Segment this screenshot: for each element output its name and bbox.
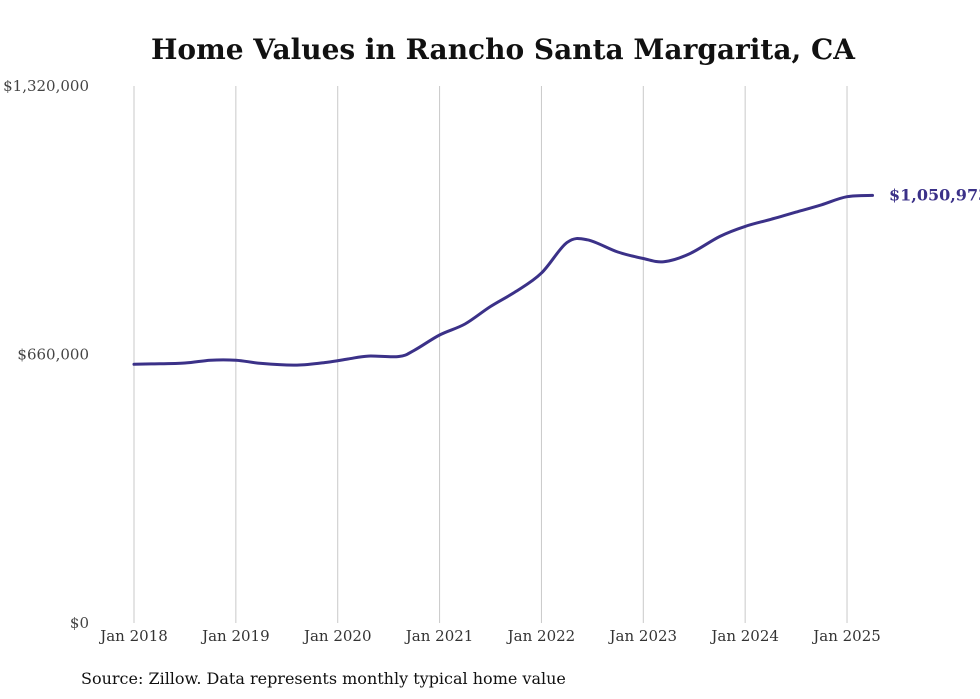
x-tick-label-2020: Jan 2020 (302, 627, 372, 645)
gridlines (133, 86, 848, 623)
x-tick-label-2018: Jan 2018 (98, 627, 168, 645)
end-value-label: $1,050,973 (889, 185, 980, 204)
series-line-home-value (132, 193, 874, 367)
y-axis-ticks: $1,320,000 $660,000 $0 (3, 77, 89, 632)
y-tick-label-660000: $660,000 (17, 346, 89, 364)
chart-title: Home Values in Rancho Santa Margarita, C… (151, 33, 856, 66)
x-tick-label-2024: Jan 2024 (709, 627, 779, 645)
source-note: Source: Zillow. Data represents monthly … (81, 669, 566, 688)
x-axis-ticks: Jan 2018 Jan 2019 Jan 2020 Jan 2021 Jan 2022… (98, 627, 881, 645)
x-tick-label-2022: Jan 2022 (506, 627, 576, 645)
y-tick-label-1320000: $1,320,000 (3, 77, 89, 95)
x-tick-label-2021: Jan 2021 (404, 627, 474, 645)
y-tick-label-0: $0 (70, 614, 89, 632)
x-tick-label-2025: Jan 2025 (811, 627, 881, 645)
x-tick-label-2019: Jan 2019 (200, 627, 270, 645)
x-tick-label-2023: Jan 2023 (608, 627, 678, 645)
